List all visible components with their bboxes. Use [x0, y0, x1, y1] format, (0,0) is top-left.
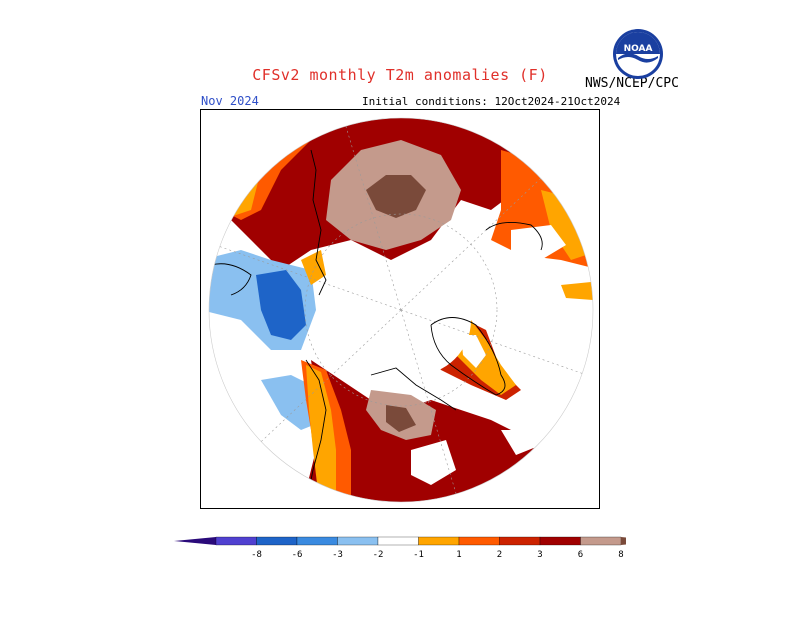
legend-tick-label: 1: [456, 550, 461, 560]
north-america-white-east: [501, 430, 541, 455]
legend-box--1_1: [377, 536, 419, 546]
legend-arrow-high: [621, 537, 626, 545]
legend-box--8_-6: [215, 536, 257, 546]
legend-box-2_3: [458, 536, 500, 546]
agency-label: NWS/NCEP/CPC: [585, 76, 679, 91]
legend-tick-label: 8: [618, 550, 623, 560]
alaska-small-orange: [561, 282, 593, 300]
east-asia-cold-region: [256, 270, 306, 340]
scandinavia-white-core: [461, 335, 486, 368]
legend-arrow-low: [174, 537, 216, 545]
legend-box-3_6: [499, 536, 541, 546]
legend-tick-label: 6: [578, 550, 583, 560]
noaa-logo-icon: NOAA: [613, 29, 663, 79]
legend-tick-label: 3: [537, 550, 542, 560]
legend-box--2_-1: [337, 536, 379, 546]
east-siberia-extreme-warm-region: [366, 175, 426, 218]
legend-box--6_-3: [256, 536, 298, 546]
legend-box--3_-2: [296, 536, 338, 546]
logo-text: NOAA: [624, 44, 653, 54]
legend-tick-label: -6: [292, 550, 303, 560]
color-legend: -8 -6 -3 -2 -1 1 2 3 6 8: [174, 536, 626, 560]
north-america-mild-west: [306, 365, 336, 500]
color-legend-labels: -8 -6 -3 -2 -1 1 2 3 6 8: [251, 550, 624, 560]
chart-title: CFSv2 monthly T2m anomalies (F): [252, 66, 548, 84]
legend-tick-label: -3: [332, 550, 343, 560]
legend-tick-label: -2: [373, 550, 384, 560]
north-america-white-gap: [411, 440, 456, 485]
legend-tick-label: -1: [413, 550, 424, 560]
arctic-ocean: [361, 265, 471, 375]
legend-tick-label: -8: [251, 550, 262, 560]
initial-conditions-label: Initial conditions: 12Oct2024-21Oct2024: [362, 95, 621, 108]
coastlines: [210, 149, 543, 502]
legend-box-1_2: [418, 536, 460, 546]
legend-box-6_8: [539, 536, 581, 546]
legend-box-gt_8: [580, 536, 622, 546]
polar-map-svg: [208, 117, 594, 503]
alaska-white-gap: [511, 225, 566, 260]
map-boundary: [208, 117, 594, 503]
forecast-month-label: Nov 2024: [201, 94, 259, 108]
polar-map: [200, 109, 600, 509]
canada-extreme-warm-region: [386, 405, 416, 432]
legend-tick-label: 2: [497, 550, 502, 560]
color-legend-boxes: [174, 536, 626, 546]
